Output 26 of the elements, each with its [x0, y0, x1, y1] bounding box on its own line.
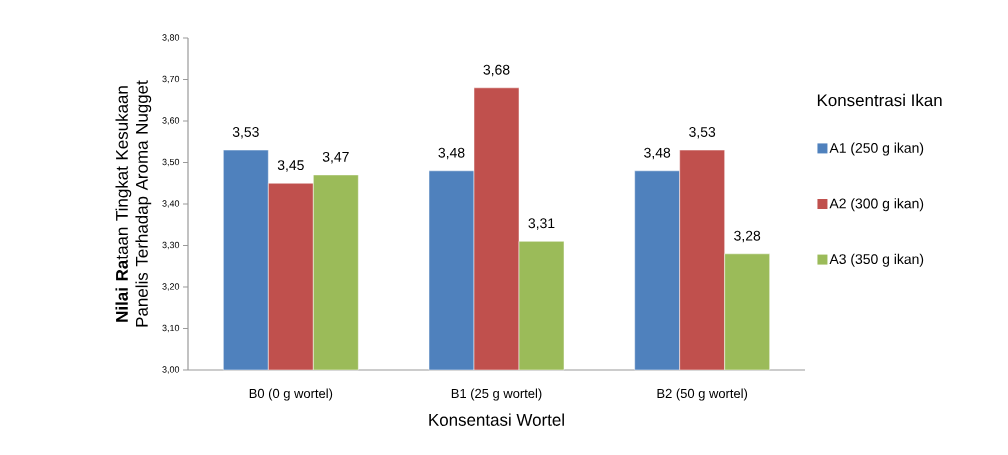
data-label: 3,31: [528, 218, 555, 230]
y-tick-label: 3,70: [162, 75, 180, 84]
legend-label: A3 (350 g ikan): [829, 253, 924, 267]
data-label: 3,53: [689, 126, 716, 139]
data-label: 3,48: [438, 147, 465, 160]
y-tick-label: 3,40: [162, 200, 180, 208]
y-tick-label: 3,60: [162, 117, 180, 125]
data-label: 3,68: [483, 64, 510, 77]
y-tick-label: 3,20: [162, 283, 180, 291]
x-axis-title: Konsentasi Wortel: [429, 413, 564, 426]
data-label: 3,45: [277, 160, 304, 172]
data-label: 3,28: [734, 230, 761, 243]
data-label: 3,47: [322, 151, 349, 164]
data-label: 3,48: [644, 147, 671, 160]
y-tick-label: 3,10: [162, 324, 180, 333]
x-tick-label: B1 (25 g wortel): [451, 388, 542, 401]
legend-title: Konsentrasi Ikan: [817, 93, 942, 107]
legend-label: A2 (300 g ikan): [829, 198, 924, 212]
x-tick-label: B2 (50 g wortel): [657, 388, 748, 401]
y-tick-label: 3,80: [162, 34, 180, 42]
legend-label: A1 (250 g ikan): [829, 142, 924, 156]
y-tick-label: 3,30: [162, 241, 180, 250]
y-tick-label: 3,50: [162, 158, 180, 167]
data-label: 3,53: [232, 126, 259, 139]
y-tick-label: 3,00: [162, 366, 180, 374]
x-tick-label: B0 (0 g wortel): [249, 388, 333, 401]
